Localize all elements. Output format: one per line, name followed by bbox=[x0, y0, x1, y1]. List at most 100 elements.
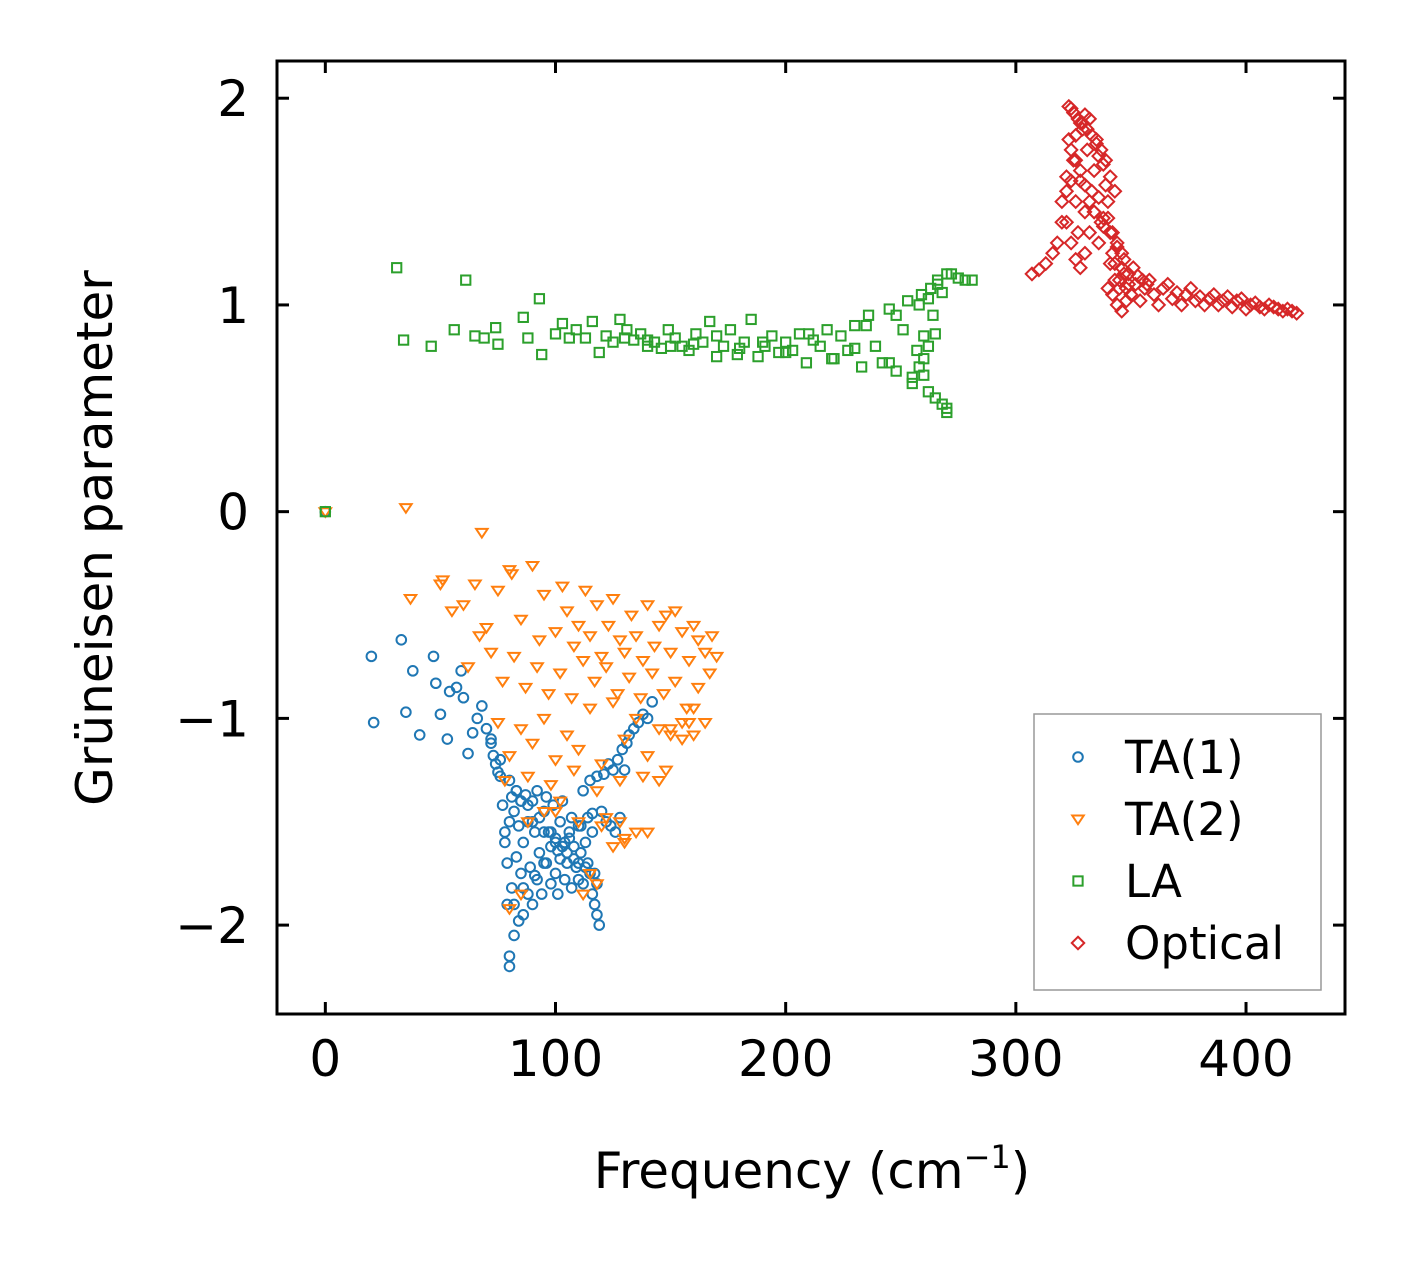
legend-label: TA(2) bbox=[1124, 793, 1244, 846]
point-ta2 bbox=[612, 817, 628, 829]
point-la bbox=[876, 357, 888, 369]
point-la bbox=[931, 278, 944, 290]
point-ta2 bbox=[317, 507, 333, 519]
point-ta1 bbox=[395, 634, 408, 646]
point-optical bbox=[1058, 169, 1075, 185]
legend-marker-ta1 bbox=[1072, 751, 1084, 763]
point-ta2 bbox=[490, 718, 506, 730]
point-ta1 bbox=[535, 888, 548, 900]
point-la bbox=[690, 328, 702, 340]
point-ta2 bbox=[455, 600, 472, 612]
point-la bbox=[803, 328, 815, 340]
point-optical bbox=[1238, 301, 1254, 317]
point-la bbox=[849, 319, 861, 332]
point-ta2 bbox=[531, 635, 548, 647]
point-la bbox=[522, 332, 534, 344]
point-ta2 bbox=[697, 647, 713, 660]
point-ta2 bbox=[520, 817, 536, 829]
point-ta1 bbox=[462, 747, 474, 760]
point-optical bbox=[1201, 291, 1217, 307]
y-tick-label: −1 bbox=[175, 690, 249, 748]
point-ta2 bbox=[483, 647, 499, 660]
point-optical bbox=[1116, 266, 1132, 282]
point-ta2 bbox=[566, 765, 582, 778]
point-la bbox=[621, 324, 633, 336]
point-ta2 bbox=[605, 594, 621, 606]
point-ta1 bbox=[591, 908, 603, 921]
point-ta1 bbox=[485, 733, 497, 745]
point-optical bbox=[1196, 297, 1213, 313]
point-ta1 bbox=[413, 729, 426, 741]
point-ta2 bbox=[639, 751, 656, 763]
point-la bbox=[906, 371, 918, 383]
point-optical bbox=[1068, 152, 1084, 168]
point-ta1 bbox=[575, 820, 587, 832]
point-optical bbox=[1160, 276, 1176, 292]
x-axis-label-superscript: −1 bbox=[964, 1138, 1011, 1176]
point-ta2 bbox=[593, 759, 610, 771]
legend-label: LA bbox=[1125, 855, 1182, 908]
point-ta2 bbox=[494, 676, 511, 689]
point-ta1 bbox=[646, 696, 658, 708]
point-ta1 bbox=[503, 774, 516, 787]
point-ta1 bbox=[641, 712, 654, 725]
point-la bbox=[918, 330, 930, 342]
point-ta1 bbox=[526, 898, 539, 911]
point-la bbox=[563, 332, 575, 344]
point-ta2 bbox=[651, 620, 667, 633]
point-ta1 bbox=[457, 691, 470, 704]
point-ta2 bbox=[605, 697, 621, 709]
point-optical bbox=[1100, 210, 1116, 226]
point-optical bbox=[1102, 255, 1118, 272]
point-la bbox=[704, 315, 716, 328]
point-ta1 bbox=[455, 665, 467, 677]
point-ta2 bbox=[536, 589, 552, 602]
point-la bbox=[826, 353, 838, 365]
point-ta2 bbox=[402, 594, 419, 606]
point-la bbox=[855, 361, 868, 373]
point-la bbox=[941, 402, 953, 414]
point-optical bbox=[1058, 214, 1075, 230]
point-optical bbox=[1183, 280, 1199, 297]
point-optical bbox=[1088, 131, 1105, 148]
point-optical bbox=[1224, 299, 1240, 315]
point-ta2 bbox=[575, 656, 591, 668]
point-la bbox=[897, 324, 909, 336]
point-optical bbox=[1045, 245, 1061, 261]
point-optical bbox=[1063, 142, 1079, 158]
point-la bbox=[941, 268, 953, 280]
point-ta2 bbox=[501, 904, 518, 916]
point-optical bbox=[1077, 177, 1093, 193]
point-ta2 bbox=[536, 713, 552, 726]
point-la bbox=[780, 346, 792, 359]
point-ta2 bbox=[658, 610, 674, 623]
point-optical bbox=[1077, 245, 1093, 261]
point-la bbox=[490, 322, 502, 334]
point-optical bbox=[1111, 272, 1128, 288]
point-la bbox=[641, 334, 654, 346]
point-la bbox=[662, 324, 674, 336]
point-la bbox=[717, 340, 730, 352]
point-ta1 bbox=[499, 836, 511, 849]
point-ta2 bbox=[674, 718, 690, 730]
point-ta1 bbox=[407, 665, 419, 677]
point-la bbox=[773, 346, 785, 359]
point-ta2 bbox=[517, 682, 534, 695]
point-optical bbox=[1063, 173, 1079, 189]
point-ta2 bbox=[651, 775, 667, 788]
x-tick-label: 200 bbox=[738, 1030, 833, 1088]
point-optical bbox=[1132, 293, 1148, 309]
point-la bbox=[800, 357, 813, 369]
point-ta1 bbox=[591, 770, 603, 783]
point-la bbox=[579, 332, 592, 344]
point-ta2 bbox=[697, 718, 713, 730]
point-ta2 bbox=[639, 600, 656, 612]
point-ta2 bbox=[662, 730, 679, 742]
point-ta1 bbox=[494, 753, 507, 766]
point-ta1 bbox=[508, 805, 520, 818]
point-ta2 bbox=[593, 821, 610, 833]
point-la bbox=[425, 340, 437, 352]
point-la bbox=[911, 344, 923, 357]
point-ta2 bbox=[639, 827, 656, 840]
